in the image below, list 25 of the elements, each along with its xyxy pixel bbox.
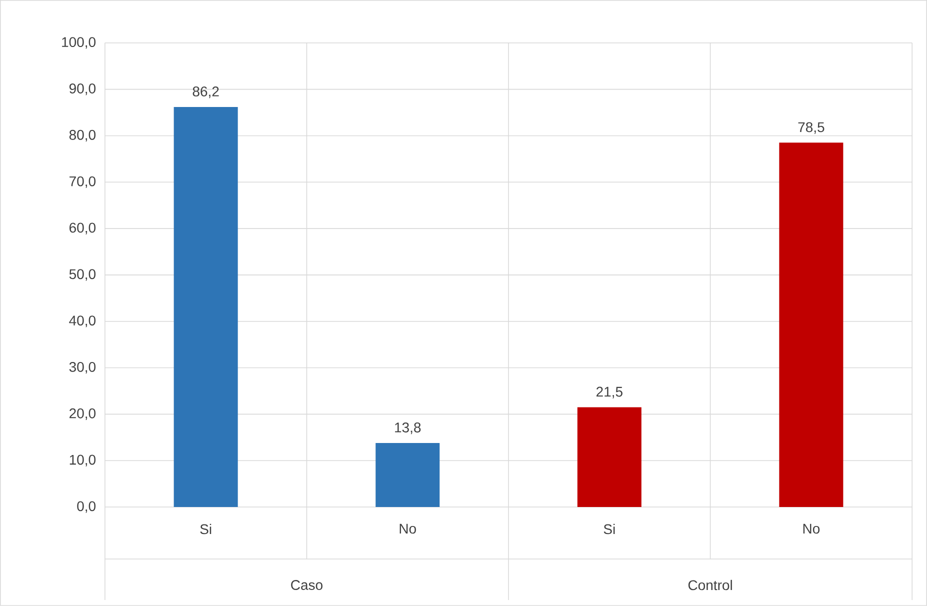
y-tick-label: 10,0 [70,454,96,466]
text: Control [688,580,732,590]
x-tick-label: Si [604,524,615,534]
y-tick-label: 90,0 [69,84,96,96]
text: Caso [291,580,322,590]
x-tick-label: No [400,524,416,534]
data-label: 78,5 [798,122,824,134]
bar [376,442,440,508]
bar [779,142,844,508]
y-tick-label: 20,0 [70,408,96,420]
bar [174,106,238,508]
y-tick-label: 50,0 [69,269,96,281]
data-label: 86,2 [192,86,219,98]
data-label: 21,5 [596,386,622,398]
y-tick-label: 80,0 [69,130,96,142]
y-tick-label: 40,0 [69,316,96,328]
x-tick-label: Si [200,524,212,534]
y-tick-label: 60,0 [70,222,96,234]
bar [577,407,642,508]
y-tick-label: 0,0 [77,501,96,513]
y-tick-label: 70,0 [70,176,96,188]
data-label: 13,8 [395,422,421,434]
y-tick-label: 100,0 [62,37,96,49]
y-tick-label: 30,0 [69,362,96,374]
x-tick-label: No [803,524,820,534]
